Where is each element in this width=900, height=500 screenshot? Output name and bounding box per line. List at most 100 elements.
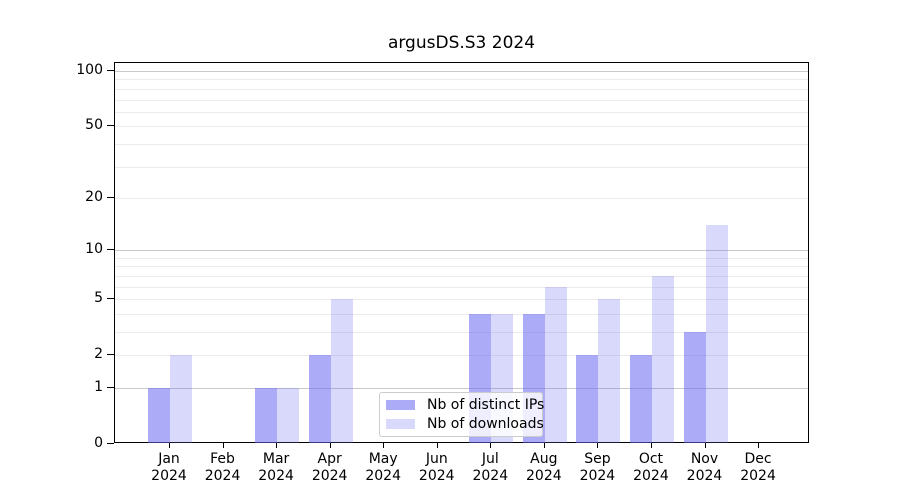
x-tick-mark <box>704 443 706 448</box>
x-tick-month: Feb <box>210 451 235 467</box>
x-tick-mark <box>597 443 599 448</box>
legend: Nb of distinct IPs Nb of downloads <box>379 392 544 437</box>
x-tick-mark <box>490 443 492 448</box>
x-tick-year: 2024 <box>151 468 187 484</box>
bar-distinct-ips-nov <box>683 331 706 443</box>
legend-item: Nb of distinct IPs <box>386 397 544 413</box>
x-tick-month: Nov <box>690 451 719 467</box>
y-tick-mark <box>107 249 114 251</box>
x-tick-year: 2024 <box>633 468 669 484</box>
y-tick-mark <box>107 386 114 388</box>
x-tick-label: Nov 2024 <box>673 451 737 485</box>
bar-downloads-aug <box>544 286 567 443</box>
bar-downloads-sep <box>598 299 621 443</box>
x-tick-label: Dec 2024 <box>726 451 790 485</box>
x-tick-label: Mar 2024 <box>244 451 308 485</box>
y-gridline-minor <box>115 166 808 168</box>
legend-swatch-downloads <box>386 418 415 429</box>
bar-downloads-jan <box>170 355 192 443</box>
x-tick-year: 2024 <box>365 468 401 484</box>
x-tick-mark <box>222 443 224 448</box>
bar-distinct-ips-jan <box>148 387 170 443</box>
x-tick-year: 2024 <box>579 468 616 484</box>
x-tick-month: Jul <box>481 451 499 467</box>
x-tick-month: Jan <box>158 451 180 467</box>
x-tick-year: 2024 <box>258 468 294 484</box>
y-gridline-minor <box>115 197 808 199</box>
y-gridline-minor <box>115 286 808 288</box>
y-gridline-minor <box>115 88 808 90</box>
x-tick-mark <box>383 443 385 448</box>
x-tick-mark <box>329 443 331 448</box>
legend-swatch-distinct-ips <box>386 400 415 411</box>
bar-downloads-mar <box>277 387 300 443</box>
y-tick-label: 10 <box>85 241 103 258</box>
x-tick-month: Dec <box>744 451 772 467</box>
x-tick-label: Jul 2024 <box>458 451 522 485</box>
y-tick-label: 0 <box>94 435 103 451</box>
y-gridline-minor <box>115 126 808 128</box>
y-gridline-minor <box>115 111 808 113</box>
x-tick-year: 2024 <box>526 468 562 484</box>
y-tick-label: 5 <box>94 290 103 307</box>
y-tick-label: 2 <box>94 346 103 363</box>
x-tick-year: 2024 <box>686 468 723 484</box>
y-gridline-minor <box>115 143 808 145</box>
bar-distinct-ips-oct <box>629 355 652 443</box>
bar-downloads-nov <box>705 225 728 443</box>
chart-title: argusDS.S3 2024 <box>387 33 536 53</box>
y-gridline-minor <box>115 79 808 81</box>
bar-distinct-ips-sep <box>576 355 599 443</box>
y-tick-label: 50 <box>85 117 103 134</box>
x-tick-year: 2024 <box>418 468 455 484</box>
y-gridline-major <box>115 71 808 73</box>
y-gridline-minor <box>115 355 808 357</box>
x-tick-label: Jan 2024 <box>137 451 201 485</box>
x-tick-mark <box>276 443 278 448</box>
bar-downloads-apr <box>330 299 353 443</box>
legend-item: Nb of downloads <box>386 416 544 432</box>
y-gridline-minor <box>115 99 808 101</box>
y-tick-label: 20 <box>85 188 103 205</box>
x-tick-label: Oct 2024 <box>619 451 683 485</box>
x-tick-month: Apr <box>317 451 342 467</box>
y-gridline-minor <box>115 299 808 301</box>
x-tick-mark <box>650 443 652 448</box>
bar-distinct-ips-apr <box>308 355 331 443</box>
x-tick-month: Mar <box>262 451 290 467</box>
y-tick-mark <box>107 70 114 72</box>
bar-distinct-ips-mar <box>255 387 278 443</box>
y-tick-mark <box>107 196 114 198</box>
y-gridline-major <box>115 250 808 252</box>
x-tick-month: Sep <box>584 451 611 467</box>
y-gridline-minor <box>115 331 808 333</box>
x-tick-label: May 2024 <box>351 451 415 485</box>
x-tick-year: 2024 <box>740 468 776 484</box>
x-tick-month: May <box>368 451 398 467</box>
x-tick-mark <box>758 443 760 448</box>
x-tick-label: Jun 2024 <box>405 451 469 485</box>
x-tick-year: 2024 <box>204 468 241 484</box>
y-gridline-minor <box>115 266 808 268</box>
y-gridline-minor <box>115 313 808 315</box>
x-tick-label: Feb 2024 <box>191 451 255 485</box>
x-tick-mark <box>169 443 170 448</box>
y-tick-mark <box>107 443 114 444</box>
x-tick-month: Aug <box>530 451 558 467</box>
x-tick-label: Sep 2024 <box>565 451 629 485</box>
y-tick-mark <box>107 354 114 356</box>
x-tick-label: Aug 2024 <box>512 451 576 485</box>
x-tick-mark <box>436 443 438 448</box>
y-tick-label: 100 <box>76 62 103 79</box>
x-tick-label: Apr 2024 <box>298 451 362 485</box>
y-gridline-major <box>115 387 808 389</box>
x-tick-year: 2024 <box>311 468 348 484</box>
bar-downloads-oct <box>651 275 674 443</box>
x-tick-month: Jun <box>425 451 448 467</box>
legend-label: Nb of distinct IPs <box>427 397 545 414</box>
x-tick-mark <box>543 443 545 448</box>
x-tick-month: Oct <box>638 451 664 467</box>
y-tick-mark <box>107 298 114 300</box>
y-gridline-minor <box>115 257 808 259</box>
